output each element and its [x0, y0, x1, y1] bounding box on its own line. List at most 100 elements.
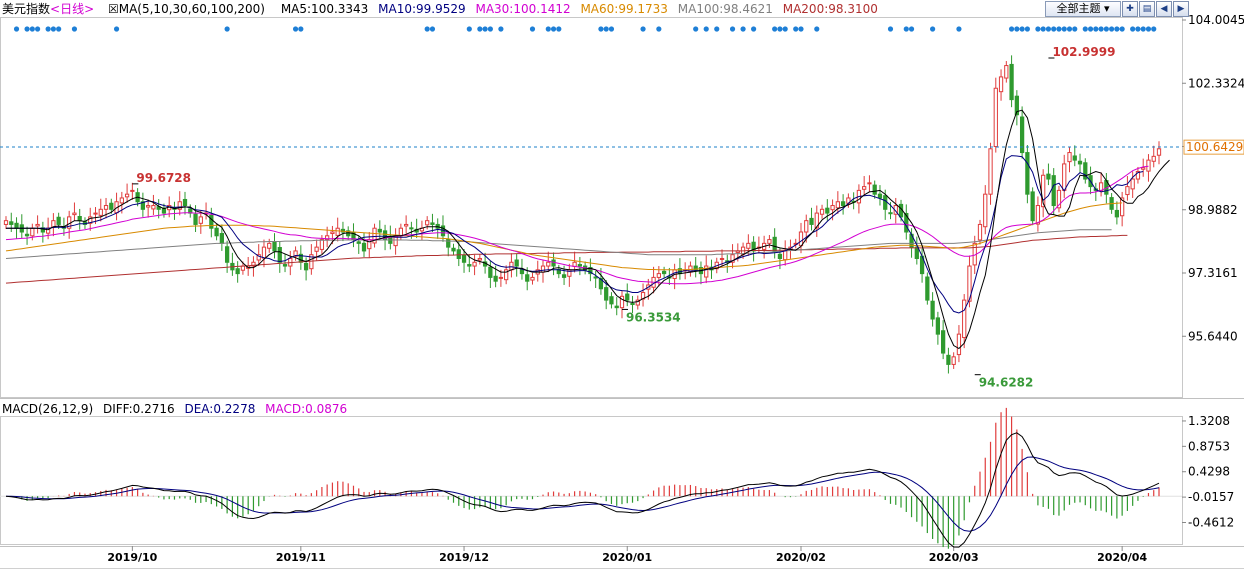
candle-body — [1083, 162, 1088, 180]
event-dot — [798, 26, 804, 32]
prev-icon[interactable]: ◀ — [1156, 1, 1172, 17]
event-dot — [903, 26, 909, 32]
candle — [88, 207, 93, 231]
candle-body — [951, 356, 956, 365]
candle — [35, 215, 40, 234]
candle-body — [277, 247, 282, 263]
candle-body — [224, 246, 230, 263]
period-label[interactable]: <日线> — [50, 2, 95, 16]
candle — [1035, 196, 1041, 232]
candle — [941, 320, 946, 360]
event-dot — [693, 26, 699, 32]
candle-body — [593, 276, 598, 279]
candle — [998, 69, 1004, 101]
event-dot — [50, 26, 56, 32]
candle — [672, 263, 677, 290]
candle-body — [488, 266, 493, 278]
candle-body — [493, 275, 498, 282]
macd-tick-label: 1.3208 — [1188, 414, 1230, 428]
candle — [588, 258, 593, 282]
event-dot — [1130, 26, 1136, 32]
candle — [577, 256, 582, 276]
ma10-line — [6, 155, 1144, 314]
candle-body — [609, 296, 614, 305]
candle — [188, 204, 193, 218]
next-icon[interactable]: ▶ — [1173, 1, 1189, 17]
candle-body — [319, 239, 325, 250]
candle-body — [124, 193, 130, 198]
candle — [593, 270, 598, 288]
candle-body — [635, 299, 640, 306]
candle-body — [1141, 167, 1146, 170]
time-tick-label: 2020/02 — [776, 551, 826, 564]
candle-body — [798, 231, 804, 247]
candle — [614, 297, 619, 316]
ma10-value: MA10:99.9529 — [378, 2, 466, 16]
macd-tick-label: -0.0157 — [1188, 490, 1234, 504]
candle — [1151, 145, 1156, 168]
event-dot — [751, 26, 757, 32]
candle — [51, 213, 56, 237]
candle — [451, 243, 456, 256]
event-dot — [1098, 26, 1104, 32]
candle-body — [661, 270, 667, 275]
candle-body — [461, 254, 467, 263]
candle — [351, 223, 356, 248]
candle — [1041, 169, 1046, 218]
candle — [235, 261, 240, 283]
candle — [514, 253, 519, 277]
theme-select-button[interactable]: 全部主题 ▾ — [1045, 1, 1121, 17]
candle — [840, 194, 846, 215]
candle — [767, 235, 772, 248]
dea-line — [5, 456, 1160, 532]
candle-body — [409, 227, 414, 230]
zoom-out-icon[interactable]: ▤ — [1139, 1, 1155, 17]
candle — [619, 290, 625, 319]
candle — [772, 228, 777, 259]
candle — [1135, 166, 1141, 184]
candle — [988, 142, 993, 205]
price-legend: 美元指数<日线> ☒MA(5,10,30,60,100,200) MA5:100… — [2, 1, 884, 17]
candle-body — [498, 276, 504, 279]
candle — [1146, 154, 1151, 182]
event-dot — [930, 26, 936, 32]
candle — [1125, 176, 1130, 201]
macd-histogram — [10, 407, 1160, 549]
candle — [798, 222, 804, 254]
candle — [1051, 168, 1056, 215]
candle-body — [1046, 173, 1051, 180]
price-tick-label: 98.9882 — [1188, 203, 1238, 217]
candle-body — [825, 207, 830, 214]
candle-body — [614, 305, 619, 309]
event-dot — [603, 26, 609, 32]
candle — [1056, 185, 1062, 213]
candle — [951, 352, 956, 369]
candle — [867, 175, 872, 193]
candle — [609, 292, 614, 309]
candle-body — [314, 246, 319, 252]
macd-pane-frame — [0, 416, 1183, 545]
candle-body — [1025, 152, 1030, 195]
candle-body — [504, 269, 509, 281]
candle-body — [546, 261, 551, 267]
candle-body — [303, 262, 309, 271]
event-dot — [29, 26, 35, 32]
zoom-in-icon[interactable]: ✚ — [1122, 1, 1138, 17]
high-annotation: 99.6728 — [136, 171, 191, 185]
candle-body — [767, 239, 772, 244]
candle — [435, 218, 440, 239]
candle — [946, 347, 951, 374]
candle — [146, 199, 151, 218]
candle — [361, 232, 367, 257]
event-dot — [1040, 26, 1046, 32]
candle-body — [993, 87, 998, 148]
macd-dea: DEA:0.2278 — [184, 402, 256, 416]
candle-body — [877, 193, 883, 199]
macd-value: MACD:0.0876 — [265, 402, 348, 416]
candle-body — [251, 261, 256, 267]
event-dot — [956, 26, 962, 32]
candle — [1019, 106, 1025, 159]
candle — [77, 208, 82, 230]
candle — [1098, 172, 1104, 197]
